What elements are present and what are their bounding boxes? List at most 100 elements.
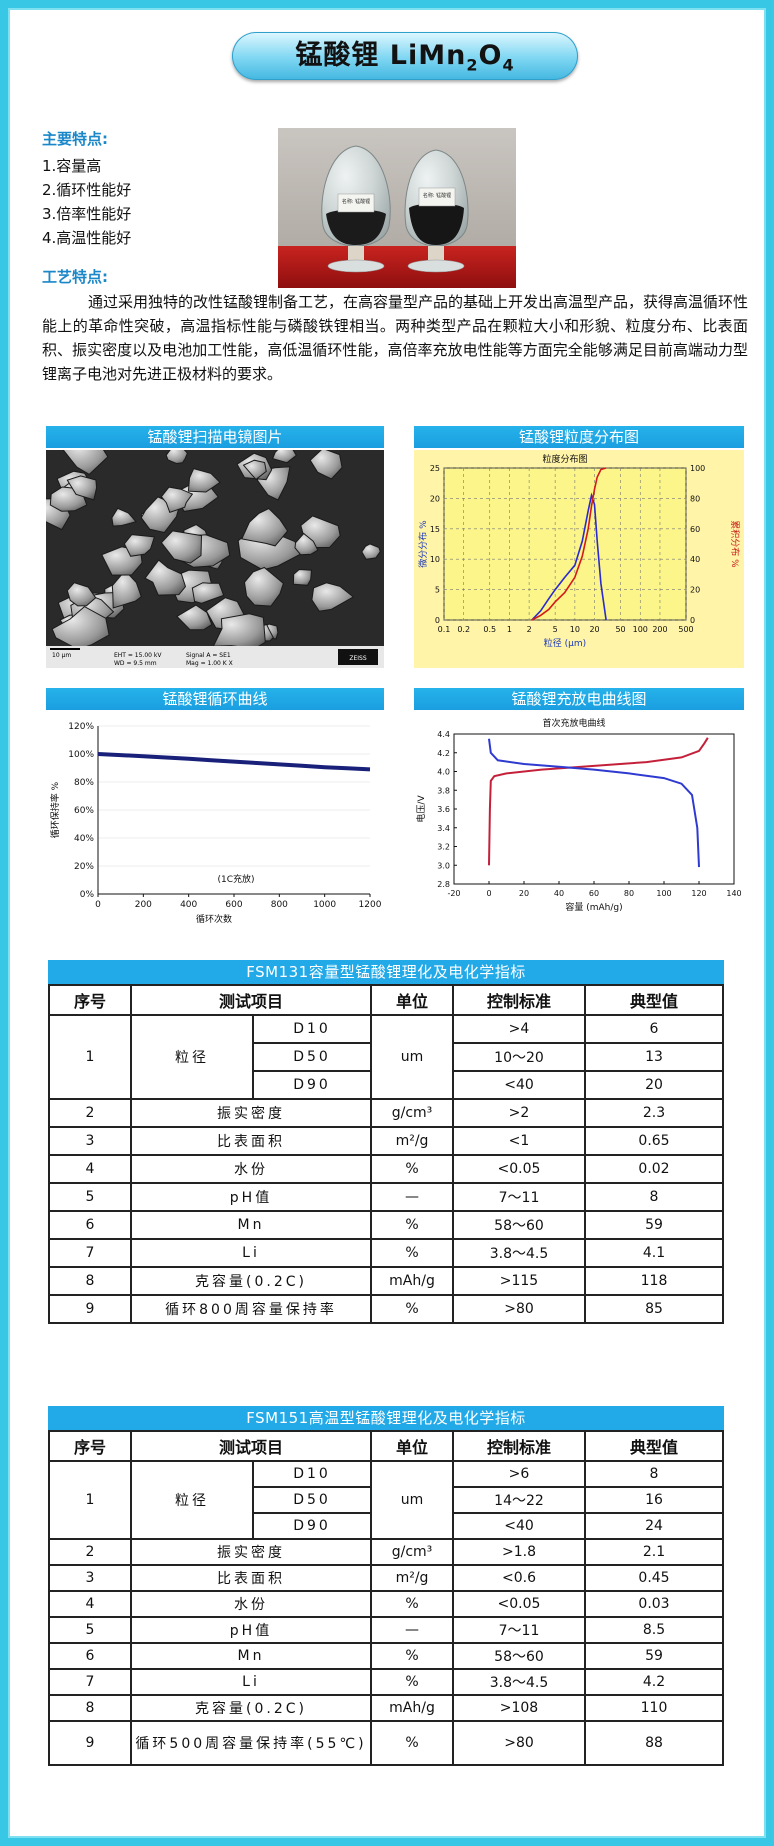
table-cell: 克容量(0.2C) <box>130 1694 372 1722</box>
table-cell: % <box>370 1668 454 1696</box>
feature-item: 4.高温性能好 <box>42 229 132 247</box>
sem-signal: Signal A = SE1 <box>186 652 231 659</box>
table-cell: Mn <box>130 1642 372 1670</box>
process-paragraph: 通过采用独特的改性锰酸锂制备工艺，在高容量型产品的基础上开发出高温型产品，获得高… <box>42 293 749 383</box>
bottle-label: 名称: 锰酸锂 <box>423 192 451 199</box>
table-row: 2 振实密度 g/cm³ >1.8 2.1 <box>48 1538 724 1566</box>
table-row: 1 粒径 D10 um >6 8 <box>48 1460 724 1540</box>
table-cell: % <box>370 1720 454 1766</box>
table-cell: 振实密度 <box>130 1098 372 1128</box>
cd-y-tick: 4.4 <box>437 730 450 739</box>
table-header-row: 序号 测试项目 单位 控制标准 典型值 <box>48 984 724 1016</box>
table-cell: 8 <box>584 1460 724 1488</box>
cd-plot-frame <box>453 733 735 885</box>
psd-series-line-1 <box>531 467 607 621</box>
table-cell: 2.3 <box>584 1098 724 1128</box>
cycle-caption: 锰酸锂循环曲线 <box>46 688 384 710</box>
bottle-left: 名称: 锰酸锂 <box>321 145 391 273</box>
sem-scale: 10 μm <box>52 652 71 659</box>
sem-particle <box>212 613 266 650</box>
sem-particle <box>111 507 137 527</box>
psd-y2-tick: 0 <box>690 616 695 625</box>
table-cell: 6 <box>584 1014 724 1044</box>
sem-particle <box>66 475 98 501</box>
table-cell: 水份 <box>130 1154 372 1184</box>
product-photo: 名称: 锰酸锂 名称: 锰酸锂 <box>278 128 516 288</box>
cd-y-tick: 4.0 <box>437 768 450 777</box>
table-row: 5 pH值 —7～11 8 <box>48 1182 724 1212</box>
table-cell: 8 <box>48 1266 132 1296</box>
psd-y2-tick: 100 <box>690 464 705 473</box>
psd-chart: 0.1 0.2 0.5 1 2 5 10 20 50 100 200 5000510152025020… <box>414 450 744 668</box>
sem-particle <box>243 566 284 607</box>
table-cell: 7 <box>48 1238 132 1268</box>
table-cell: D10 <box>252 1014 372 1044</box>
cd-chart: 2.8 3.0 3.2 3.4 3.6 3.8 4.0 4.2 4.4 -20 0 20 40 60 80 1… <box>414 712 744 930</box>
table-cell: <0.05 <box>452 1154 586 1184</box>
table-cell: 9 <box>48 1294 132 1324</box>
sem-caption: 锰酸锂扫描电镜图片 <box>46 426 384 448</box>
table-cell: mAh/g <box>370 1266 454 1296</box>
sem-brand: ZEISS <box>349 655 366 662</box>
cd-y-tick: 3.2 <box>437 843 450 852</box>
table-cell: % <box>370 1238 454 1268</box>
cd-x-tick: 140 <box>726 889 741 898</box>
sem-particle <box>241 507 289 547</box>
sem-image: 10 μm EHT = 15.00 kV WD = 9.5 mm Signal … <box>46 450 384 668</box>
psd-y-tick: 0 <box>435 616 440 625</box>
psd-y-label: 微分分布 % <box>417 520 429 568</box>
cycle-chart: 0% 20% 40% 60% 80% 100% 120% 0 200 400 600 800 1000 1… <box>46 712 384 930</box>
psd-y-tick: 15 <box>430 525 440 534</box>
cd-x-tick: 20 <box>519 889 529 898</box>
table2-caption: FSM151高温型锰酸锂理化及电化学指标 <box>48 1406 724 1430</box>
table-cell: 3.8～4.5 <box>452 1668 586 1696</box>
cd-series-line-0 <box>488 737 709 866</box>
cycle-y-tick: 60% <box>74 806 94 816</box>
psd-title: 粒度分布图 <box>542 453 587 465</box>
cd-series-line-1 <box>488 738 700 868</box>
cd-x-tick: 60 <box>589 889 599 898</box>
table-row: D90 <40 20 <box>49 1070 724 1100</box>
table-header-cell: 控制标准 <box>452 984 586 1016</box>
table-header-cell: 序号 <box>48 984 132 1016</box>
psd-y2-tick: 20 <box>690 586 700 595</box>
table-cell: 58～60 <box>452 1642 586 1670</box>
feature-item: 3.倍率性能好 <box>42 205 132 223</box>
table-cell: 2.1 <box>584 1538 724 1566</box>
table-header-row: 序号 测试项目 单位 控制标准 典型值 <box>48 1430 724 1462</box>
table-row: 3 比表面积 m²/g <0.6 0.45 <box>48 1564 724 1592</box>
table-header-cell: 单位 <box>370 1430 454 1462</box>
table-cell: 3 <box>48 1126 132 1156</box>
table-cell: pH值 <box>130 1182 372 1212</box>
table-row: 9 循环800周容量保持率% >80 85 <box>48 1294 724 1324</box>
table1-caption: FSM131容量型锰酸锂理化及电化学指标 <box>48 960 724 984</box>
table-row: 7 Li% 3.8～4.5 4.1 <box>48 1238 724 1268</box>
table-cell: 5 <box>48 1182 132 1212</box>
cd-x-tick: 100 <box>656 889 671 898</box>
cycle-y-label: 循环保持率 % <box>49 781 61 838</box>
table-cell: 24 <box>584 1512 724 1540</box>
table-cell: g/cm³ <box>370 1098 454 1128</box>
cd-y-tick: 3.0 <box>437 861 450 870</box>
table-cell: 4.1 <box>584 1238 724 1268</box>
sem-particle <box>160 530 203 564</box>
sem-particle <box>66 582 97 607</box>
feature-item: 1.容量高 <box>42 157 102 175</box>
table-cell: pH值 <box>130 1616 372 1644</box>
table-row: 3 比表面积 m²/g <1 0.65 <box>48 1126 724 1156</box>
psd-plot-area <box>443 467 687 621</box>
cycle-annotation: (1C充放) <box>217 873 254 885</box>
sem-particle <box>191 582 225 604</box>
sem-particle <box>165 450 188 465</box>
cycle-x-tick: 800 <box>271 900 288 910</box>
table-cell: — <box>370 1616 454 1644</box>
psd-y2-tick: 60 <box>690 525 700 534</box>
psd-y2-label: 累积分布 % <box>729 520 741 568</box>
cycle-series-line <box>97 752 371 772</box>
psd-x-tick: 500 <box>678 625 693 634</box>
cd-y-tick: 2.8 <box>437 880 450 889</box>
table-header-cell: 序号 <box>48 1430 132 1462</box>
table-cell: 5 <box>48 1616 132 1644</box>
table-cell: % <box>370 1590 454 1618</box>
table-cell: 8.5 <box>584 1616 724 1644</box>
